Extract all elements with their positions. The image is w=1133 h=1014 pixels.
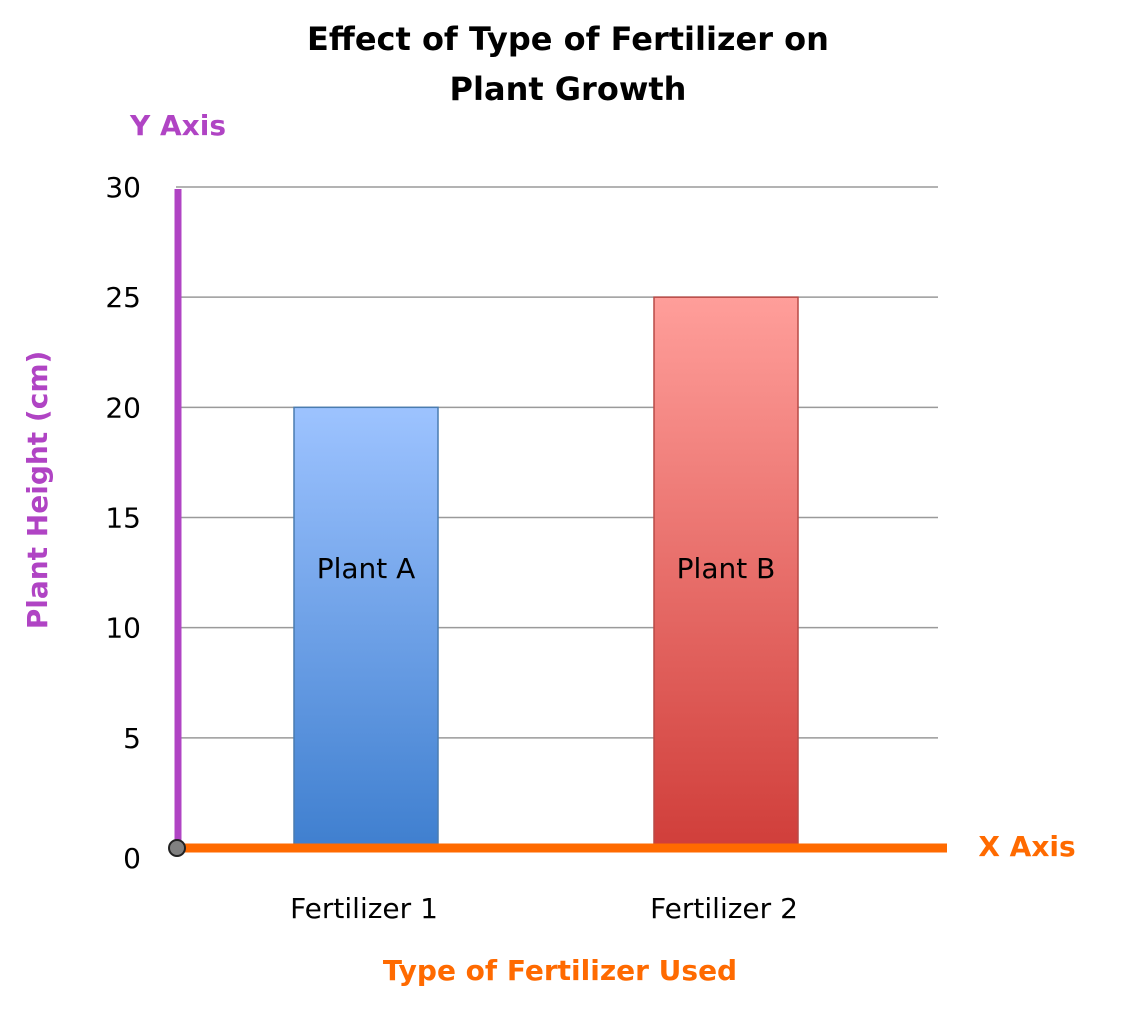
axes — [168, 189, 947, 857]
y-tick-labels: 0 5 10 15 20 25 30 — [105, 171, 141, 875]
x-axis-callout: X Axis — [978, 830, 1075, 863]
y-tick-label-10: 10 — [105, 612, 141, 645]
gridlines — [176, 186, 938, 739]
x-category-label-2: Fertilizer 2 — [650, 892, 798, 925]
y-tick-label-25: 25 — [105, 281, 141, 314]
chart-title-line-1: Effect of Type of Fertilizer on — [307, 20, 829, 58]
y-axis-callout: Y Axis — [129, 109, 226, 142]
x-category-labels: Fertilizer 1 Fertilizer 2 — [290, 892, 798, 925]
bar-label-2: Plant B — [677, 552, 776, 585]
bars: Plant A Plant B — [293, 296, 799, 849]
bar-1 — [293, 406, 439, 849]
y-tick-label-5: 5 — [123, 722, 141, 755]
bar-label-1: Plant A — [317, 552, 416, 585]
chart-title-line-2: Plant Growth — [450, 70, 687, 108]
x-category-label-1: Fertilizer 1 — [290, 892, 438, 925]
y-tick-label-15: 15 — [105, 502, 141, 535]
x-axis-title: Type of Fertilizer Used — [383, 954, 737, 987]
origin-marker — [168, 839, 186, 857]
y-tick-label-30: 30 — [105, 171, 141, 204]
y-axis-title: Plant Height (cm) — [21, 351, 54, 630]
y-tick-label-0: 0 — [123, 842, 141, 875]
y-tick-label-20: 20 — [105, 391, 141, 424]
